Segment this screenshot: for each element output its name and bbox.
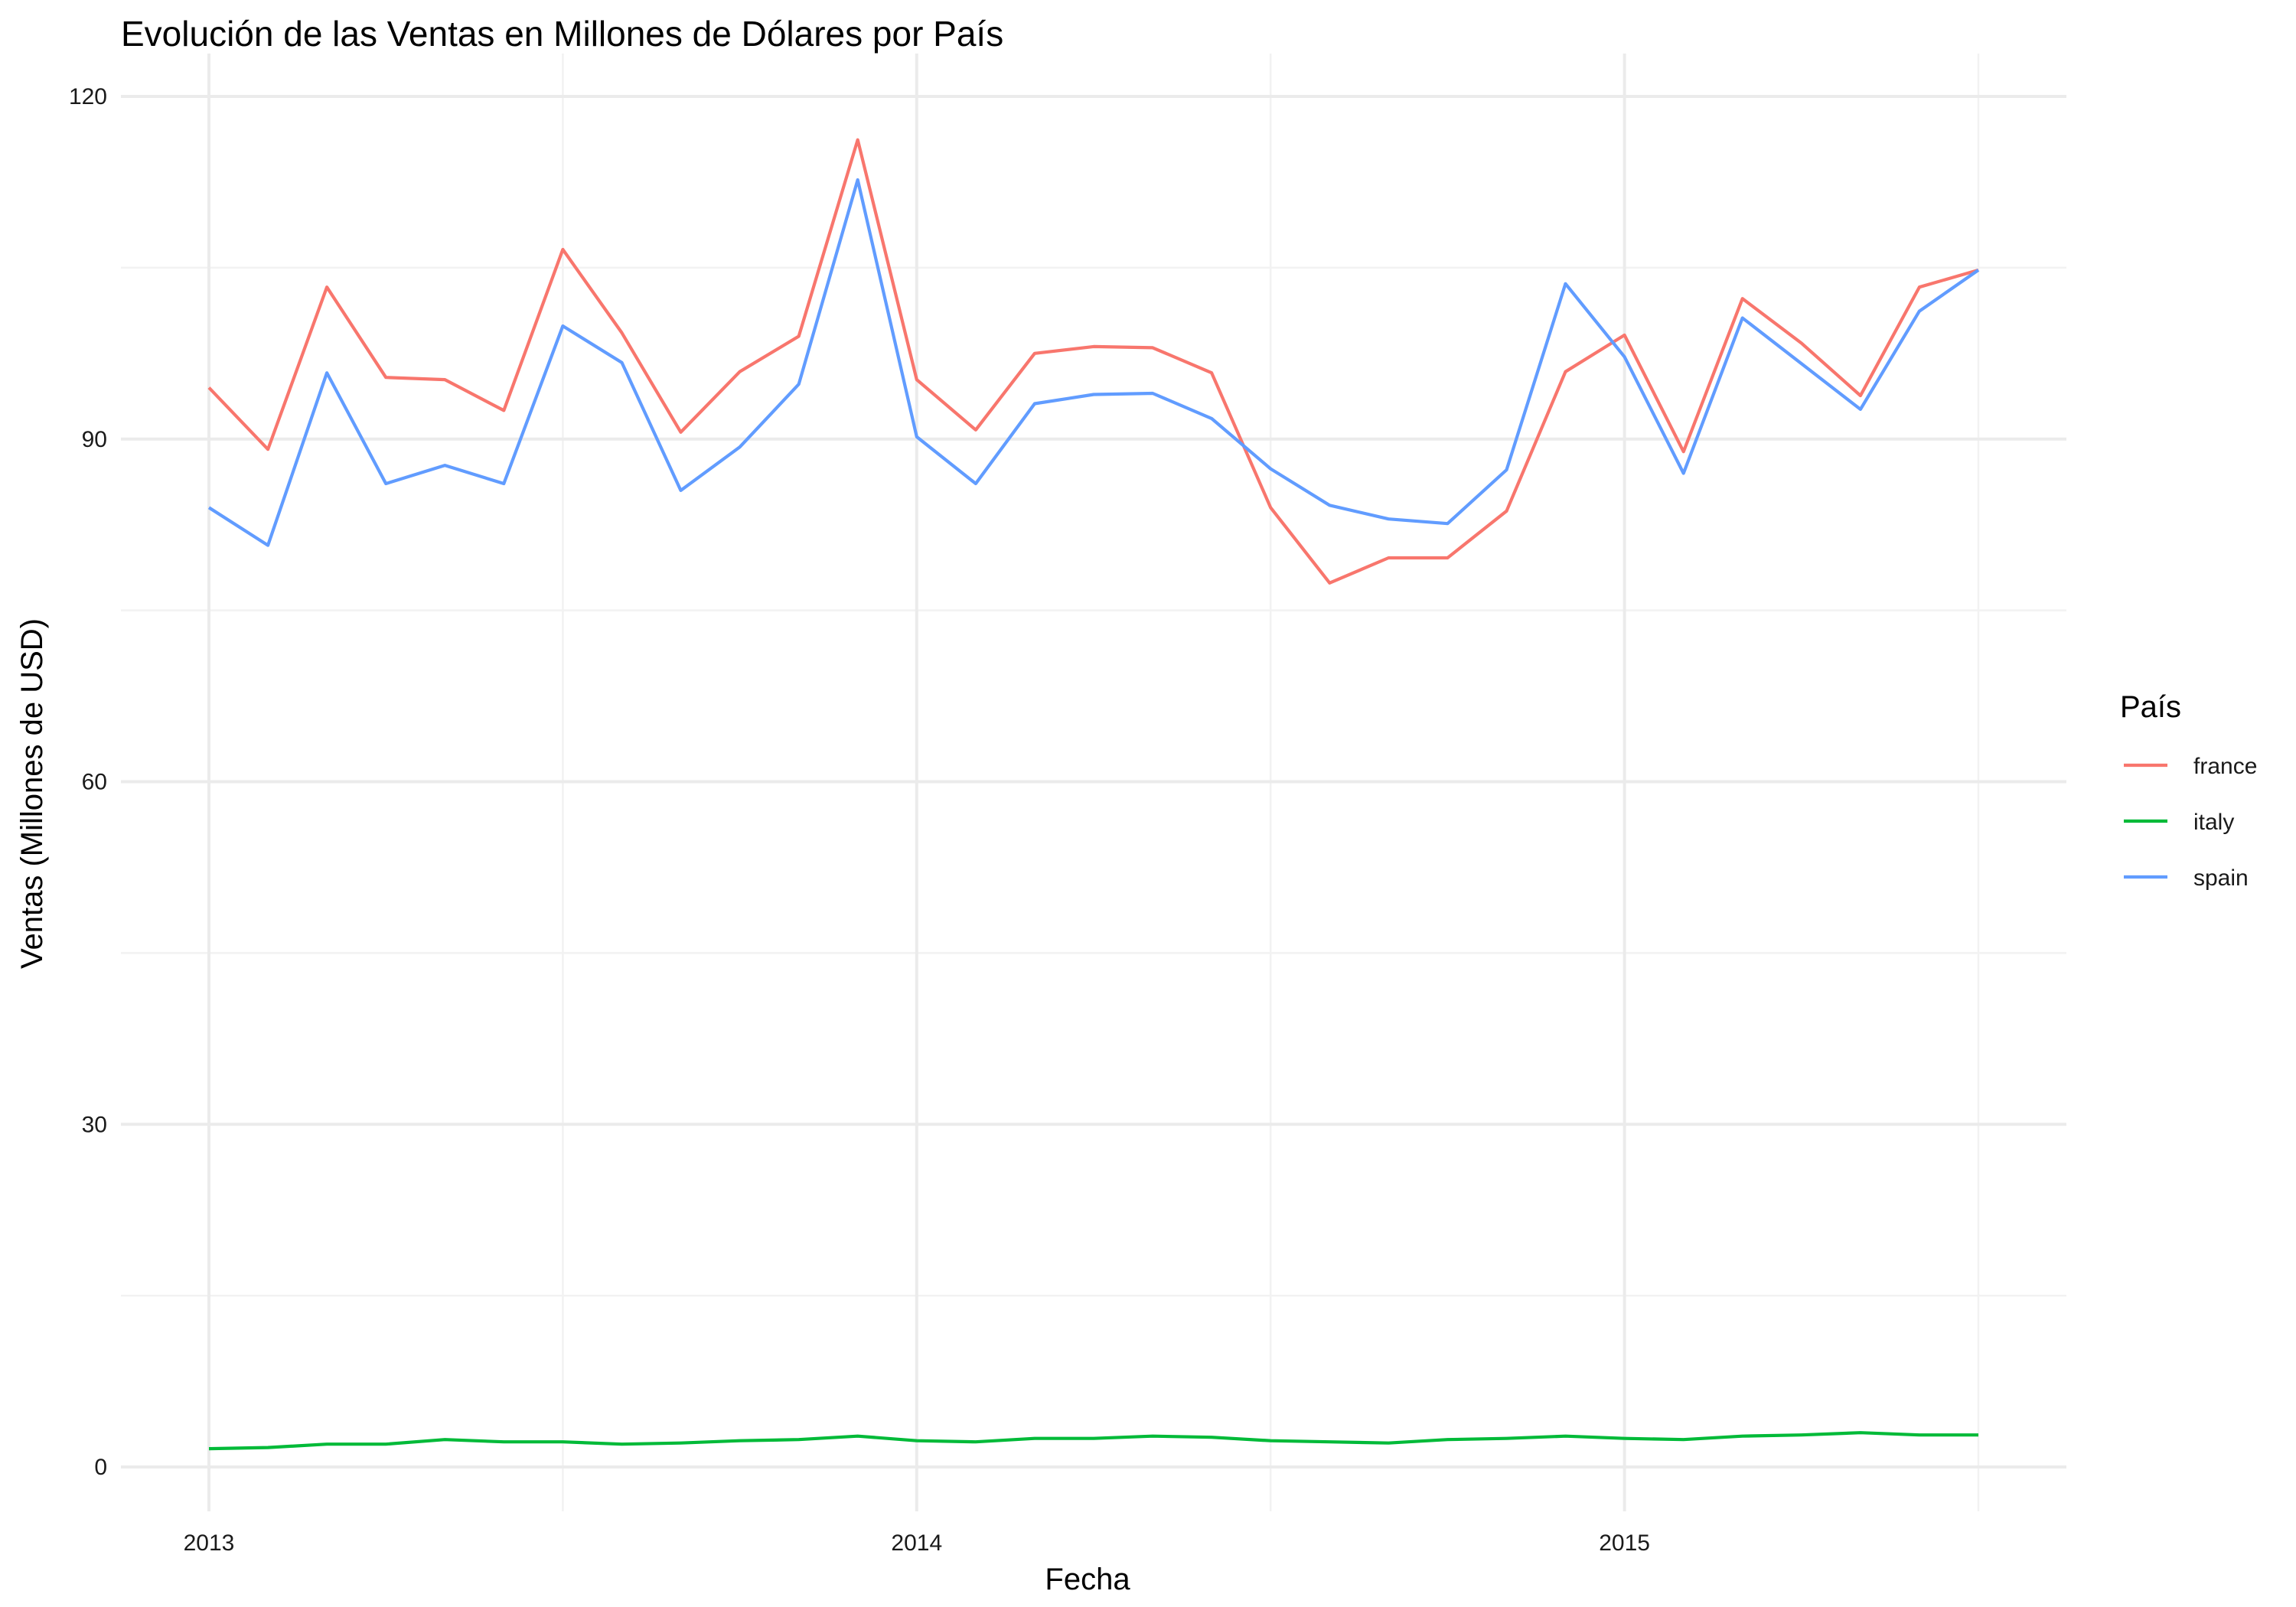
series-line-italy — [208, 1431, 1978, 1451]
y-tick-label: 60 — [82, 770, 107, 795]
chart-title: Evolución de las Ventas en Millones de D… — [121, 14, 1003, 54]
y-axis-ticks: 0 30 60 90 120 — [69, 84, 107, 1480]
major-gridlines — [121, 54, 2066, 1511]
legend: País france italy spain — [2120, 690, 2257, 891]
x-axis-title: Fecha — [1045, 1563, 1130, 1596]
x-axis-ticks: 2013 2014 2015 — [184, 1530, 1650, 1556]
y-axis-title: Ventas (Millones de USD) — [15, 618, 49, 969]
series-line-france — [207, 138, 1979, 585]
series-lines — [207, 138, 1980, 1451]
y-tick-label: 30 — [82, 1112, 107, 1137]
y-tick-label: 120 — [69, 84, 107, 109]
series-line-spain — [207, 178, 1980, 547]
legend-label-spain: spain — [2193, 865, 2249, 891]
y-tick-label: 0 — [94, 1455, 107, 1480]
legend-item-spain: spain — [2124, 865, 2249, 891]
x-tick-label: 2014 — [891, 1530, 942, 1556]
legend-label-france: france — [2193, 754, 2257, 779]
legend-items: france italy spain — [2124, 754, 2257, 891]
x-tick-label: 2015 — [1599, 1530, 1650, 1556]
legend-label-italy: italy — [2193, 810, 2234, 835]
legend-item-france: france — [2124, 754, 2257, 779]
x-tick-label: 2013 — [184, 1530, 235, 1556]
legend-title: País — [2120, 690, 2181, 724]
legend-item-italy: italy — [2124, 810, 2234, 835]
y-tick-label: 90 — [82, 427, 107, 452]
